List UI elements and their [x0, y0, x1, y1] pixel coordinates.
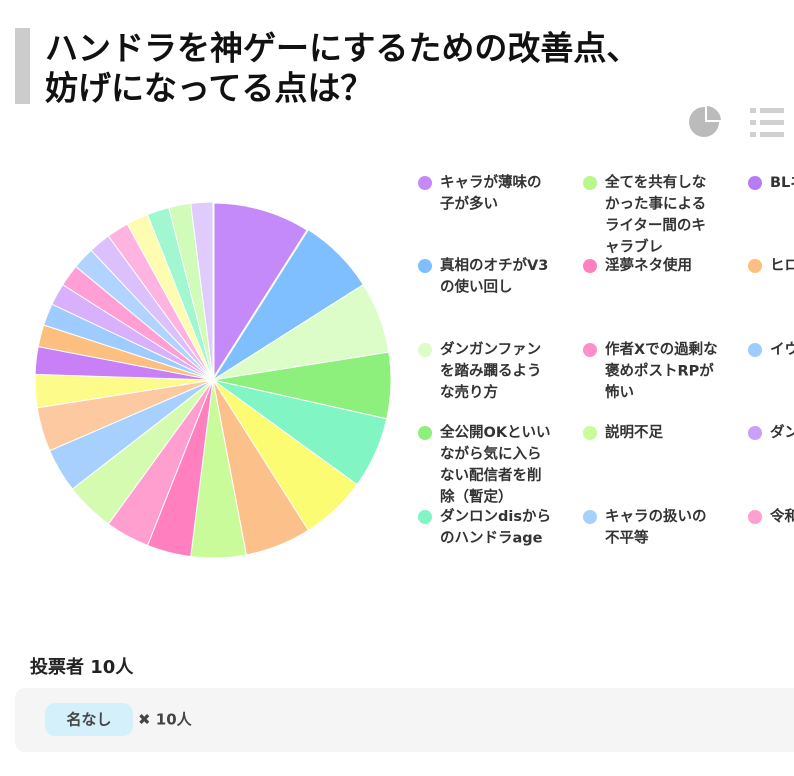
legend-swatch: [418, 510, 432, 524]
pie: [34, 200, 392, 559]
legend-swatch: [583, 510, 597, 524]
legend-label: ダンガンファンを踏み躙るような売り方: [440, 340, 542, 401]
voter-box: [15, 688, 794, 752]
legend-swatch: [583, 343, 597, 357]
legend-swatch: [748, 510, 762, 524]
legend-label: BLネ: [770, 174, 794, 191]
title-line: 妨げになってる点は？: [45, 69, 373, 108]
legend-swatch: [748, 343, 762, 357]
legend-swatch: [418, 343, 432, 357]
pie-slice: [211, 200, 311, 386]
legend-swatch: [583, 426, 597, 440]
pie-view-icon[interactable]: [689, 103, 724, 137]
legend-swatch: [748, 259, 762, 273]
legend: キャラが薄味の子が多い 全てを共有しなかった事によるライター間のキャラブレ BLネ真…: [418, 173, 794, 547]
voter-count: 投票者 10人: [30, 656, 134, 678]
legend-label: 説明不足: [605, 423, 663, 441]
legend-label: ダンロンdisからのハンドラage: [440, 507, 551, 547]
voter-tag[interactable]: [45, 703, 133, 736]
legend-label: 全てを共有しなかった事によるライター間のキャラブレ: [604, 173, 706, 256]
legend-label: ヒロ: [770, 257, 794, 274]
voter-tag-label: 名なし: [66, 711, 111, 729]
legend-label: キャラの扱いの不平等: [605, 507, 707, 547]
list-view-icon[interactable]: [750, 108, 784, 137]
legend-label: イウ: [770, 341, 794, 358]
legend-label: 全公開OKといいながら気に入らない配信者を削除（暫定）: [439, 423, 551, 506]
legend-swatch: [583, 259, 597, 273]
legend-swatch: [583, 176, 597, 190]
legend-swatch: [418, 176, 432, 190]
legend-label: 作者Xでの過剰な褒めポストRPが怖い: [604, 340, 718, 401]
legend-label: 令和: [770, 507, 794, 525]
title-line: ハンドラを神ゲーにするための改善点、: [45, 29, 639, 68]
legend-swatch: [418, 259, 432, 273]
voter-tag-count: ✖ 10人: [138, 711, 193, 729]
legend-swatch: [748, 426, 762, 440]
legend-label: ダン: [770, 423, 794, 441]
legend-label: キャラが薄味の子が多い: [440, 173, 542, 213]
legend-label: 淫夢ネタ使用: [605, 256, 692, 274]
title-bar: [15, 28, 30, 104]
legend-swatch: [418, 426, 432, 440]
pie-slice: [190, 201, 214, 381]
legend-swatch: [748, 176, 762, 190]
legend-label: 真相のオチがV3 の使い回し: [440, 256, 548, 296]
